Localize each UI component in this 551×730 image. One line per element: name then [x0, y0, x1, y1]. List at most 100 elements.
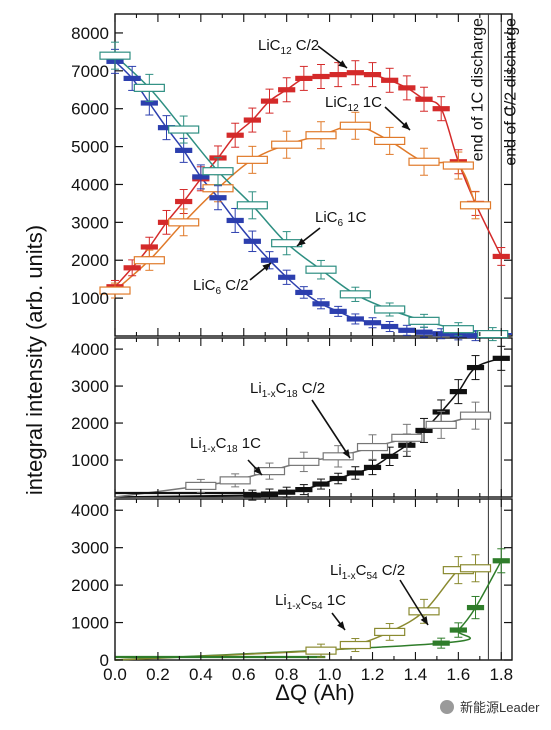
y-tick-label: 4000	[71, 340, 109, 359]
marker	[175, 147, 193, 153]
watermark: 新能源Leader	[460, 700, 540, 715]
marker	[219, 476, 251, 485]
data-point	[219, 473, 251, 488]
data-point	[432, 96, 450, 122]
marker	[243, 117, 261, 123]
x-tick-label: 1.6	[447, 665, 471, 684]
label-lic6-c2-main: LiC	[193, 277, 216, 294]
marker	[374, 305, 406, 314]
label-c54-1c-suffix: 1C	[323, 592, 347, 609]
data-point	[398, 75, 416, 101]
arrow-c18-1c-head	[253, 466, 262, 475]
label-c54-1c-mid: C	[301, 592, 312, 609]
series-line-lic12-1c	[114, 125, 477, 292]
data-point	[202, 157, 234, 186]
data-point	[339, 111, 371, 140]
data-point	[260, 251, 279, 270]
label-lic6-1c-main: LiC	[315, 209, 338, 226]
data-point	[295, 286, 313, 299]
marker	[243, 238, 261, 244]
label-c18-c2-sub: 1-x	[262, 389, 276, 400]
marker	[278, 274, 296, 280]
data-point	[236, 191, 268, 220]
label-c18-1c-main: Li	[190, 435, 202, 452]
marker	[477, 330, 509, 339]
y-tick-label: 8000	[71, 24, 109, 43]
y-tick-label: 6000	[71, 100, 109, 119]
y-tick-label: 2000	[71, 414, 109, 433]
marker	[278, 87, 296, 93]
data-point	[339, 638, 371, 653]
label-c18-1c-suffix: 1C	[238, 435, 262, 452]
data-point	[329, 472, 347, 485]
data-point	[346, 313, 364, 325]
marker	[408, 316, 440, 325]
label-lic6-c2: LiC6 C/2	[193, 277, 249, 297]
data-point	[492, 345, 510, 371]
label-lic6-c2-suffix: C/2	[221, 277, 249, 294]
data-point	[192, 164, 210, 190]
data-point	[415, 417, 433, 443]
label-c54-c2-suffix: C/2	[378, 562, 406, 579]
label-c18-1c-mid: C	[216, 435, 227, 452]
marker	[432, 106, 450, 112]
marker	[260, 491, 279, 497]
marker	[226, 217, 244, 224]
data-point	[243, 489, 261, 501]
x-axis-label: ΔQ (Ah)	[275, 680, 354, 705]
y-axis-label: integral intensity (arb. units)	[22, 225, 47, 495]
panel-frame-bottom	[114, 498, 513, 661]
label-c54-1c-sub2: 54	[311, 601, 323, 612]
marker	[322, 452, 354, 461]
marker	[305, 265, 337, 274]
data-point	[374, 623, 406, 641]
marker	[346, 470, 364, 476]
marker	[459, 564, 492, 573]
data-point	[278, 77, 296, 103]
y-tick-label: 4000	[71, 501, 109, 520]
data-point	[449, 622, 467, 638]
marker	[391, 433, 423, 442]
marker	[168, 125, 200, 134]
label-c54-c2-sub2: 54	[366, 571, 378, 582]
arrow-lic12-c2-head	[338, 60, 347, 68]
label-c54-1c-main: Li	[275, 592, 287, 609]
marker	[415, 96, 433, 102]
data-point	[278, 269, 296, 285]
marker	[425, 420, 457, 429]
marker	[295, 289, 313, 296]
y-tick-label: 1000	[71, 614, 109, 633]
marker	[466, 604, 485, 611]
label-lic12-c2-suffix: C/2	[292, 37, 320, 54]
y-tick-label: 7000	[71, 62, 109, 81]
marker	[185, 481, 217, 491]
marker	[236, 155, 268, 164]
marker	[374, 627, 406, 637]
label-c18-1c-sub: 1-x	[202, 444, 216, 455]
marker	[449, 389, 467, 395]
data-point	[312, 298, 330, 310]
marker	[209, 195, 227, 201]
marker	[346, 70, 364, 76]
label-c18-c2-main: Li	[250, 380, 262, 397]
data-point	[398, 324, 416, 336]
label-lic12-c2: LiC12 C/2	[258, 37, 319, 57]
data-point	[374, 126, 406, 155]
marker	[312, 481, 330, 487]
marker	[175, 198, 193, 205]
data-point	[271, 130, 303, 159]
marker	[312, 73, 330, 80]
marker	[243, 492, 261, 498]
label-c18-1c: Li1-xC18 1C	[190, 435, 261, 455]
data-point	[288, 451, 320, 473]
arrow-lic12-1c-head	[401, 121, 410, 130]
data-point	[492, 247, 510, 266]
data-point	[381, 446, 399, 466]
label-lic12-c2-sub: 12	[281, 46, 293, 57]
label-lic12-1c: LiC12 1C	[325, 94, 382, 114]
arrow-c54-c2-head	[420, 616, 428, 625]
label-lic6-1c-sub: 6	[338, 218, 344, 229]
marker	[192, 174, 210, 180]
data-point	[305, 121, 337, 150]
